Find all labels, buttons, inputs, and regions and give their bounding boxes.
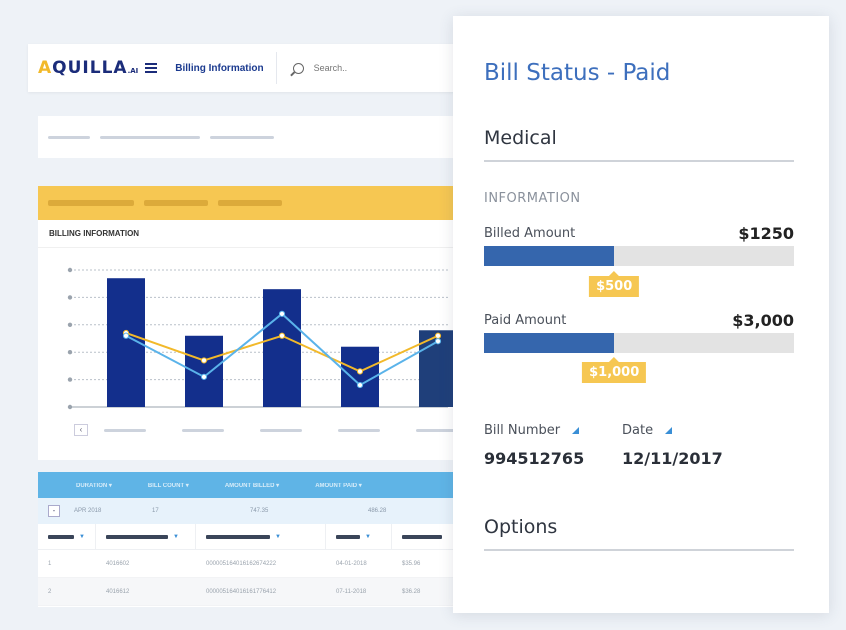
options-heading[interactable]: Options	[484, 516, 558, 538]
axis-tick	[67, 267, 73, 273]
bill-number-value: 994512765	[484, 449, 585, 468]
collapse-icon[interactable]: -	[48, 505, 60, 517]
date-label: Date	[622, 423, 654, 438]
hamburger-menu-icon[interactable]	[145, 63, 158, 73]
data-point	[356, 368, 364, 375]
axis-tick	[67, 350, 73, 355]
billed-amount-label: Billed Amount	[484, 226, 576, 241]
date-header[interactable]: Date	[622, 423, 673, 438]
search-icon[interactable]	[292, 62, 304, 74]
paid-amount-progress-fill	[484, 333, 615, 353]
table-header: DURATION ▾ BILL COUNT ▾ AMOUNT BILLED ▾ …	[38, 472, 458, 498]
paid-amount-tag: $1,000	[582, 357, 647, 383]
group-paid: 486.28	[368, 508, 387, 514]
table-cell: 04-01-2018	[336, 560, 367, 567]
table-body: 1 4016602 000005164016162674222 04-01-2018 $…	[38, 550, 458, 606]
table-cell: 4016612	[106, 588, 130, 595]
table-cell: $36.28	[402, 588, 421, 595]
filter-bar	[38, 116, 458, 158]
data-point	[434, 338, 442, 345]
table-cell: 000005164016162674222	[206, 560, 277, 567]
table-cell: 1	[48, 560, 52, 567]
axis-tick	[67, 295, 73, 300]
aquilla-logo[interactable]: AQUILLA.AI	[38, 58, 139, 78]
table-cell: $35.96	[402, 560, 421, 567]
band-placeholder-3[interactable]	[218, 200, 282, 206]
group-count: 17	[152, 508, 159, 514]
topbar-divider	[275, 52, 277, 84]
page-nav-title[interactable]: Billing Information	[175, 62, 264, 74]
data-point	[434, 332, 442, 339]
footer-placeholder-1	[104, 428, 146, 432]
subheader-cell-3[interactable]: ▼	[196, 524, 326, 549]
group-duration: APR 2018	[74, 508, 102, 514]
axis-tick	[67, 377, 73, 382]
billed-amount-progress	[484, 246, 794, 266]
axis-tick	[67, 404, 73, 410]
panel-title: Bill Status - Paid	[484, 60, 671, 86]
sort-icon[interactable]	[572, 427, 580, 434]
data-point	[356, 381, 364, 389]
chevron-left-icon[interactable]: ‹	[74, 424, 88, 436]
table-subheader: ▼ ▼ ▼ ▼	[38, 524, 458, 550]
bar	[263, 289, 301, 407]
section-divider	[484, 160, 794, 162]
filter-placeholder-2[interactable]	[100, 135, 200, 139]
billed-amount-value: $1250	[738, 224, 794, 243]
footer-placeholder-4	[338, 428, 380, 432]
top-navigation-bar: AQUILLA.AI Billing Information	[28, 44, 468, 92]
table-group-row[interactable]: - APR 2018 17 747.35 486.28	[38, 498, 458, 524]
paid-amount-value: $3,000	[732, 311, 794, 330]
footer-placeholder-2	[182, 428, 224, 432]
axis-tick	[67, 322, 73, 327]
table-cell: 2	[48, 588, 52, 595]
chart-title: BILLING INFORMATION	[38, 220, 458, 248]
data-point	[200, 373, 208, 380]
footer-placeholder-5	[416, 428, 458, 432]
paid-amount-progress	[484, 333, 794, 353]
bill-status-panel: Bill Status - Paid Medical INFORMATION B…	[453, 16, 829, 613]
filter-placeholder-3[interactable]	[210, 135, 274, 139]
band-placeholder-2[interactable]	[144, 200, 208, 206]
paid-amount-label: Paid Amount	[484, 313, 567, 328]
billing-table: DURATION ▾ BILL COUNT ▾ AMOUNT BILLED ▾ …	[38, 472, 458, 607]
group-billed: 747.35	[250, 508, 269, 514]
table-row[interactable]: 2 4016612 000005164016161776412 07-11-2018 $…	[38, 578, 458, 606]
table-cell: 000005164016161776412	[206, 588, 277, 595]
section-heading-medical[interactable]: Medical	[484, 127, 557, 149]
table-row[interactable]: 1 4016602 000005164016162674222 04-01-2018 $…	[38, 550, 458, 578]
column-header-bill-count[interactable]: BILL COUNT ▾	[147, 482, 189, 489]
chart-footer: ‹	[74, 424, 458, 436]
search-input[interactable]	[313, 63, 414, 73]
chart-header-band	[38, 186, 458, 220]
column-header-amount-billed[interactable]: AMOUNT BILLED ▾	[224, 482, 280, 489]
subheader-cell-5[interactable]	[392, 524, 458, 549]
bar	[185, 335, 223, 407]
data-point	[278, 310, 286, 317]
data-point	[122, 332, 130, 339]
footer-placeholder-3	[260, 428, 302, 432]
billed-amount-progress-fill	[484, 246, 615, 266]
column-header-amount-paid[interactable]: AMOUNT PAID ▾	[315, 482, 362, 489]
column-header-duration[interactable]: DURATION ▾	[76, 482, 112, 489]
billed-paid-tag: $500	[589, 271, 640, 297]
data-point	[278, 332, 286, 339]
date-value: 12/11/2017	[622, 449, 723, 468]
billing-chart	[67, 267, 457, 410]
data-point	[200, 357, 208, 364]
information-label: INFORMATION	[484, 191, 581, 206]
billing-chart-card: BILLING INFORMATION ‹	[38, 186, 458, 460]
bill-number-header[interactable]: Bill Number	[484, 423, 580, 438]
subheader-cell-2[interactable]: ▼	[96, 524, 196, 549]
options-divider	[484, 549, 794, 551]
filter-placeholder-1[interactable]	[48, 135, 90, 139]
band-placeholder-1[interactable]	[48, 200, 134, 206]
subheader-cell-1[interactable]: ▼	[38, 524, 96, 549]
table-cell: 4016602	[106, 560, 130, 567]
sort-icon[interactable]	[665, 427, 673, 434]
table-cell: 07-11-2018	[336, 588, 367, 595]
bill-number-label: Bill Number	[484, 423, 561, 438]
subheader-cell-4[interactable]: ▼	[326, 524, 392, 549]
